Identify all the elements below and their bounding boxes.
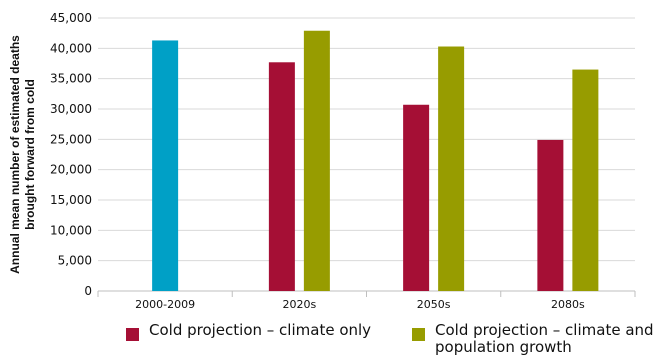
- y-axis-label-line: Annual mean number of estimated deaths: [8, 35, 22, 274]
- bar-chart: 0 5,000 10,000 15,000 20,000 25,000 30,000 35,0…: [8, 11, 636, 311]
- x-tick-label: 2000-2009: [135, 298, 195, 311]
- y-tick-label: 45,000: [50, 11, 92, 25]
- bar: [438, 46, 465, 291]
- x-tick-label: 2080s: [551, 298, 585, 311]
- bars: [152, 30, 599, 292]
- legend-label-line: population growth: [435, 338, 572, 356]
- y-tick-label: 0: [84, 284, 92, 298]
- y-axis-label: Annual mean number of estimated deaths br…: [8, 35, 37, 274]
- y-axis-label-line: brought forward from cold: [23, 79, 37, 230]
- legend-label-line: Cold projection – climate only: [149, 321, 372, 339]
- legend-label-line: Cold projection – climate and: [435, 321, 654, 339]
- legend-item-climate-population: Cold projection – climate and population…: [412, 322, 654, 356]
- y-tick-label: 40,000: [50, 41, 92, 55]
- x-axis: 2000-2009 2020s 2050s 2080s: [97, 290, 636, 311]
- legend-swatch-climate-only: [126, 328, 139, 341]
- legend-label-climate-population: Cold projection – climate and population…: [435, 322, 654, 356]
- bar: [572, 69, 599, 291]
- y-tick-label: 30,000: [50, 102, 92, 116]
- legend: Cold projection – climate only Cold proj…: [126, 322, 667, 363]
- legend-swatch-climate-population: [412, 328, 425, 341]
- legend-item-climate-only: Cold projection – climate only: [126, 322, 371, 341]
- y-tick-label: 25,000: [50, 132, 92, 146]
- y-tick-label: 10,000: [50, 223, 92, 237]
- x-tick-label: 2050s: [417, 298, 451, 311]
- x-tick-label: 2020s: [283, 298, 317, 311]
- bar: [268, 62, 295, 291]
- bar: [403, 104, 430, 292]
- y-axis-ticks: 0 5,000 10,000 15,000 20,000 25,000 30,000 35,0…: [50, 11, 92, 298]
- bar: [537, 139, 564, 291]
- y-tick-label: 5,000: [58, 254, 92, 268]
- y-tick-label: 35,000: [50, 72, 92, 86]
- y-tick-label: 15,000: [50, 193, 92, 207]
- bar: [303, 30, 330, 292]
- legend-label-climate-only: Cold projection – climate only: [149, 322, 371, 339]
- bar: [152, 40, 179, 291]
- y-tick-label: 20,000: [50, 163, 92, 177]
- gridlines: [98, 17, 635, 262]
